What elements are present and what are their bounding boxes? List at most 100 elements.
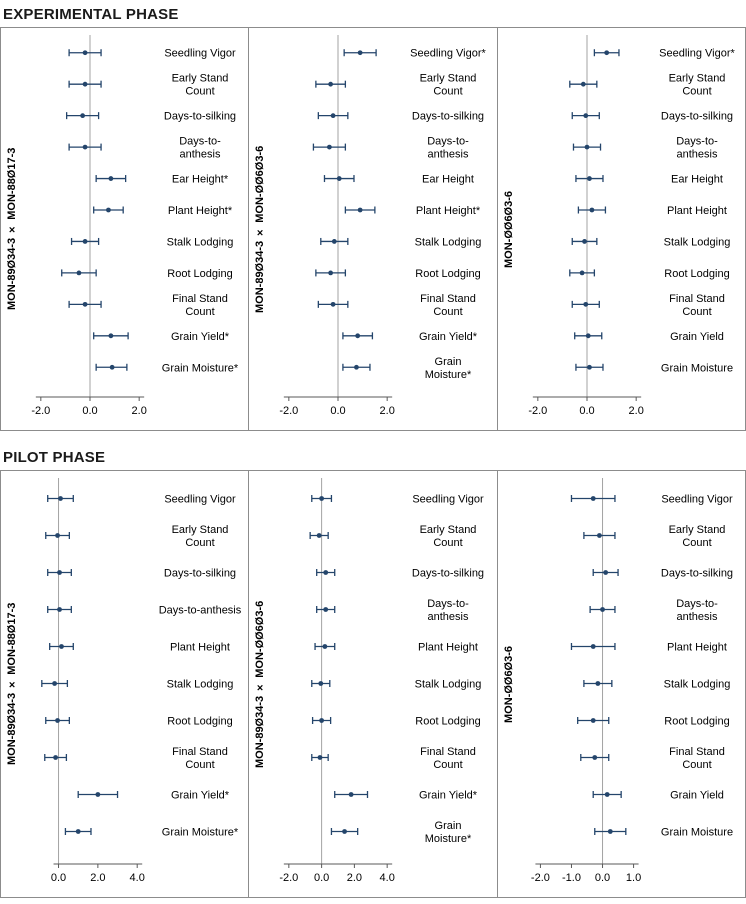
trait-label: Root Lodging — [167, 268, 232, 280]
ci-bar — [568, 269, 595, 277]
ci-mean-marker — [317, 755, 323, 760]
x-axis-tick-label: 0.0 — [579, 405, 594, 417]
ci-mean-marker — [323, 570, 329, 575]
ci-mean-marker — [53, 755, 58, 760]
ci-bar — [316, 569, 336, 576]
ci-bar — [93, 206, 124, 214]
trait-label: Seedling Vigor — [661, 494, 733, 506]
ci-mean-marker — [57, 607, 62, 612]
trait-label: Grain Yield — [670, 331, 724, 343]
trait-label: Final Stand Count — [669, 746, 725, 771]
ci-bar — [313, 143, 347, 151]
trait-label: Grain Moisture* — [425, 820, 472, 845]
trait-label: Grain Yield* — [419, 331, 478, 343]
ci-bar — [47, 495, 74, 502]
x-axis-tick-label: 4.0 — [380, 872, 395, 884]
ci-mean-marker — [602, 570, 608, 575]
trait-label: Grain Moisture — [661, 827, 733, 839]
ci-bar — [95, 363, 128, 371]
ci-mean-marker — [332, 239, 338, 244]
x-axis-tick-label: 4.0 — [130, 872, 145, 884]
ci-mean-marker — [82, 301, 88, 307]
x-axis-tick-label: 2.0 — [628, 405, 643, 417]
trait-label: Days-to-anthesis — [159, 605, 242, 617]
trait-label: Days-to-silking — [661, 111, 733, 123]
ci-bar — [343, 49, 378, 57]
ci-bar — [41, 680, 69, 687]
trait-label: Grain Moisture* — [162, 362, 239, 374]
trait-label: Grain Moisture* — [425, 356, 472, 381]
ci-bar — [45, 717, 70, 724]
ci-mean-marker — [322, 644, 328, 649]
ci-bar — [49, 643, 74, 650]
x-axis-tick-label: 1.0 — [626, 872, 641, 884]
trait-label: Stalk Lodging — [415, 679, 482, 691]
x-axis-tick-label: 2.0 — [90, 872, 105, 884]
trait-label: Root Lodging — [167, 716, 232, 728]
trait-label: Days-to-silking — [164, 111, 236, 123]
ci-mean-marker — [95, 792, 101, 797]
ci-mean-marker — [342, 829, 348, 834]
trait-label: Final Stand Count — [421, 293, 477, 318]
ci-mean-marker — [604, 792, 610, 797]
ci-bar — [61, 269, 97, 277]
trait-label: Seedling Vigor* — [659, 48, 735, 60]
trait-label: Plant Height* — [416, 205, 481, 217]
trait-label: Stalk Lodging — [663, 679, 730, 691]
ci-bar — [45, 532, 70, 539]
ci-bar — [311, 680, 331, 687]
ci-mean-marker — [318, 681, 324, 686]
trait-label: Final Stand Count — [172, 746, 228, 771]
trait-label: Days-to-silking — [661, 568, 733, 580]
pilot-panel-row: MON-89Ø34-3 × MON-88Ø17-3 0.0 2.0 4.0 Seedl… — [0, 470, 746, 898]
ci-bar — [589, 606, 616, 613]
ci-bar — [314, 643, 336, 650]
x-axis-tick-label: 0.0 — [51, 872, 66, 884]
ci-mean-marker — [76, 270, 82, 276]
ci-bar — [65, 112, 100, 120]
trait-label: Plant Height* — [168, 205, 233, 217]
ci-bar — [593, 49, 620, 57]
ci-mean-marker — [328, 81, 334, 87]
ci-mean-marker — [58, 496, 63, 501]
ci-bar — [316, 606, 336, 613]
x-axis-tick-label: 2.0 — [132, 405, 147, 417]
trait-label: Root Lodging — [664, 716, 729, 728]
ci-bar — [592, 791, 622, 798]
trait-label: Root Lodging — [664, 268, 729, 280]
trait-label: Grain Yield — [670, 790, 724, 802]
panel-experimental-1: MON-89Ø34-3 × MON-88Ø17-3 -2.0 0.0 2.0 Seed… — [1, 28, 248, 430]
trait-label: Final Stand Count — [421, 746, 477, 771]
forest-plot-pilot-3: -2.0 -1.0 0.0 1.0 Seedling Vigor Early Stand C… — [531, 478, 733, 884]
ci-bar — [570, 495, 616, 502]
ci-bar — [315, 80, 347, 88]
ci-bar — [47, 606, 72, 613]
ci-mean-marker — [349, 792, 354, 797]
trait-label: Days-to-anthesis — [428, 598, 470, 623]
trait-label: Days-to-anthesis — [179, 136, 221, 161]
group-label-pilot-2: MON-89Ø34-3 × MON-ØØ6Ø3-6 — [254, 600, 267, 768]
ci-bar — [68, 80, 102, 88]
ci-bar — [574, 175, 604, 183]
trait-label: Ear Height* — [172, 174, 229, 186]
ci-mean-marker — [108, 176, 114, 181]
ci-bar — [582, 532, 616, 539]
x-axis-tick-label: 2.0 — [347, 872, 362, 884]
ci-mean-marker — [590, 718, 596, 723]
group-label-pilot-3: MON-ØØ6Ø3-6 — [502, 645, 515, 723]
ci-bar — [571, 112, 600, 120]
trait-label: Seedling Vigor* — [411, 48, 487, 60]
ci-mean-marker — [57, 570, 62, 575]
ci-bar — [334, 791, 369, 798]
forest-plot-pilot-1: 0.0 2.0 4.0 Seedling Vigor Early Stand Count D… — [41, 478, 242, 884]
ci-mean-marker — [358, 50, 363, 56]
group-label-experimental-1: MON-89Ø34-3 × MON-88Ø17-3 — [6, 147, 18, 311]
trait-label: Stalk Lodging — [663, 236, 730, 248]
trait-label: Plant Height — [418, 642, 478, 654]
ci-mean-marker — [317, 533, 322, 538]
trait-label: Early Stand Count — [420, 524, 477, 549]
x-axis-tick-label: -2.0 — [531, 872, 550, 884]
ci-mean-marker — [580, 81, 586, 87]
trait-label: Days-to-anthesis — [676, 598, 718, 623]
